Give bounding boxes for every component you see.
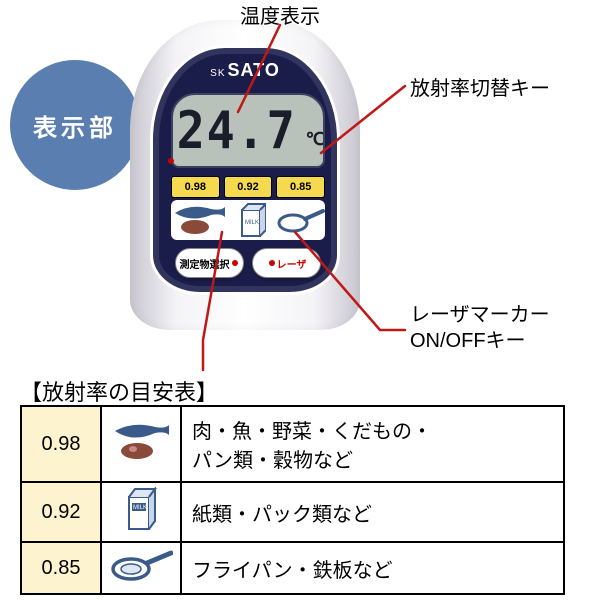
emi-desc-cell: 肉・魚・野菜・くだもの・ パン類・穀物など — [181, 406, 564, 482]
svg-text:MILK: MILK — [133, 505, 147, 511]
brand-label: SKSATO — [153, 60, 337, 81]
pan-icon — [101, 542, 181, 594]
milk-icon: MILK — [101, 482, 181, 542]
table-title: 【放射率の目安表】 — [20, 375, 218, 407]
lcd-display: 24.7 ℃ — [171, 93, 325, 168]
annotation-laser-key-l1: レーザマーカー — [410, 304, 550, 326]
emissivity-table: 0.98 肉・魚・野菜・くだもの・ パン類・穀物など 0.92 MILK 紙類・… — [20, 405, 565, 595]
table-row: 0.98 肉・魚・野菜・くだもの・ パン類・穀物など — [21, 406, 564, 482]
select-button[interactable]: 測定物選択 — [175, 248, 244, 278]
lcd-dot-indicator — [168, 158, 174, 164]
emissivity-icon-row: MILK — [171, 200, 325, 240]
annotation-laser-key-l2: ON/OFFキー — [410, 330, 526, 352]
svg-text:MILK: MILK — [245, 220, 259, 226]
annotation-temp-display: 温度表示 — [240, 0, 320, 29]
table-row: 0.92 MILK 紙類・パック類など — [21, 482, 564, 542]
dot-indicator — [232, 260, 238, 266]
milk-icon: MILK — [227, 200, 275, 240]
emissivity-btn-092[interactable]: 0.92 — [224, 176, 273, 198]
select-button-label: 測定物選択 — [180, 256, 230, 271]
emi-value-cell: 0.92 — [21, 482, 101, 542]
fish-icon — [171, 200, 227, 240]
emi-value-cell: 0.85 — [21, 542, 101, 594]
brand-main: SATO — [228, 60, 280, 80]
fish-icon — [101, 406, 181, 482]
pan-icon — [275, 200, 325, 240]
lcd-value: 24.7 — [177, 101, 297, 161]
table-row: 0.85 フライパン・鉄板など — [21, 542, 564, 594]
emi-value-cell: 0.98 — [21, 406, 101, 482]
laser-button-label: レーザ — [277, 256, 307, 271]
display-section-badge: 表示部 — [10, 60, 140, 190]
emi-desc-cell: 紙類・パック類など — [181, 482, 564, 542]
button-row: 測定物選択 レーザ — [175, 248, 321, 278]
badge-label: 表示部 — [33, 108, 117, 143]
emi-desc-cell: フライパン・鉄板など — [181, 542, 564, 594]
dot-indicator — [269, 260, 275, 266]
lcd-unit: ℃ — [306, 129, 325, 150]
laser-button[interactable]: レーザ — [252, 248, 321, 278]
annotation-emissivity-key: 放射率切替キー — [410, 72, 550, 101]
emissivity-btn-098[interactable]: 0.98 — [171, 176, 220, 198]
emissivity-btn-085[interactable]: 0.85 — [276, 176, 325, 198]
brand-small: SK — [210, 68, 225, 79]
annotation-laser-key: レーザマーカー ON/OFFキー — [410, 302, 550, 354]
emissivity-label-row: 0.98 0.92 0.85 — [171, 176, 325, 198]
device-face: SKSATO 24.7 ℃ 0.98 0.92 0.85 MILK 測定物選択 … — [150, 45, 340, 295]
stage: 表示部 SKSATO 24.7 ℃ 0.98 0.92 0.85 MILK — [0, 0, 600, 600]
